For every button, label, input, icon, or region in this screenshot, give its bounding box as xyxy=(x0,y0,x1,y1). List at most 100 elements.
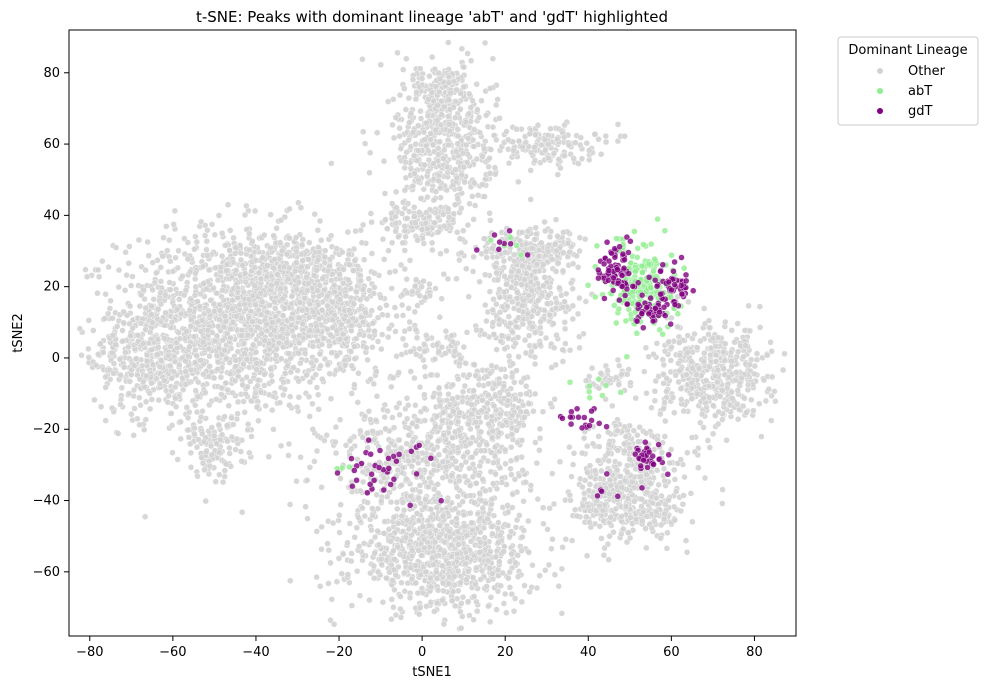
point-other xyxy=(241,409,248,416)
point-other xyxy=(293,403,301,411)
point-other xyxy=(487,548,494,555)
point-other xyxy=(234,398,242,406)
point-other xyxy=(122,349,129,356)
point-other xyxy=(120,319,127,326)
point-other xyxy=(381,518,388,525)
point-other xyxy=(410,152,418,160)
point-other xyxy=(327,232,335,239)
point-other xyxy=(540,520,547,527)
point-other xyxy=(337,501,344,508)
point-other xyxy=(407,165,415,172)
point-other xyxy=(191,275,199,283)
point-other xyxy=(371,328,378,335)
point-other xyxy=(374,527,381,535)
point-other xyxy=(363,344,370,352)
point-other xyxy=(465,568,472,575)
point-other xyxy=(179,386,187,393)
point-other xyxy=(124,343,132,351)
point-other xyxy=(291,268,299,275)
point-other xyxy=(168,319,176,326)
point-other xyxy=(306,239,313,246)
point-other xyxy=(451,201,459,209)
point-other xyxy=(214,323,222,330)
point-other xyxy=(232,244,240,251)
point-other xyxy=(272,305,279,312)
point-other xyxy=(264,262,271,269)
point-other xyxy=(446,106,454,113)
point-other xyxy=(467,509,474,517)
point-other xyxy=(508,431,516,438)
point-other xyxy=(205,266,213,274)
point-other xyxy=(263,356,270,363)
point-other xyxy=(489,427,496,435)
point-other xyxy=(252,301,259,309)
point-other xyxy=(441,103,448,111)
point-other xyxy=(246,230,253,237)
point-other xyxy=(429,141,437,148)
point-other xyxy=(385,526,393,533)
point-other xyxy=(446,401,454,408)
point-other xyxy=(370,575,378,582)
point-other xyxy=(379,311,386,318)
point-other xyxy=(508,373,516,381)
point-other xyxy=(192,283,200,291)
point-other xyxy=(286,234,293,242)
point-other xyxy=(377,294,384,301)
point-other xyxy=(466,465,473,472)
point-other xyxy=(493,606,500,613)
point-other xyxy=(462,118,469,126)
point-other xyxy=(314,327,321,334)
point-other xyxy=(321,286,328,294)
point-other xyxy=(341,362,349,369)
point-other xyxy=(419,449,426,457)
point-other xyxy=(193,319,201,326)
point-other xyxy=(311,210,318,218)
point-other xyxy=(389,414,396,421)
point-other xyxy=(456,477,463,485)
point-other xyxy=(313,384,321,391)
point-other xyxy=(326,370,333,377)
point-other xyxy=(285,452,292,459)
point-other xyxy=(427,130,434,137)
point-other xyxy=(184,255,192,263)
point-other xyxy=(504,509,512,516)
point-other xyxy=(526,588,533,596)
point-other xyxy=(500,548,507,555)
point-other xyxy=(208,368,216,376)
point-other xyxy=(508,550,515,557)
point-other xyxy=(507,465,514,472)
point-other xyxy=(97,340,104,347)
point-other xyxy=(490,480,497,487)
point-other xyxy=(316,350,324,358)
point-other xyxy=(348,557,355,565)
point-other xyxy=(230,421,237,428)
point-other xyxy=(418,75,426,82)
point-other xyxy=(331,281,338,289)
point-other xyxy=(123,272,130,279)
point-other xyxy=(357,296,364,303)
point-other xyxy=(285,350,292,357)
point-other xyxy=(214,276,222,284)
point-other xyxy=(225,402,232,409)
point-other xyxy=(314,226,321,234)
point-other xyxy=(174,264,182,272)
point-other xyxy=(160,335,168,342)
point-other xyxy=(529,562,536,569)
point-other xyxy=(435,451,443,458)
point-other xyxy=(397,605,404,613)
point-other xyxy=(226,450,233,457)
point-other xyxy=(149,361,157,368)
point-other xyxy=(166,236,173,244)
point-other xyxy=(351,343,358,350)
point-other xyxy=(226,247,233,254)
point-other xyxy=(152,269,160,277)
point-other xyxy=(409,182,417,190)
point-other xyxy=(441,549,448,556)
point-other xyxy=(208,451,216,458)
point-other xyxy=(439,474,446,481)
point-other xyxy=(417,571,424,578)
point-other xyxy=(249,237,256,245)
point-other xyxy=(299,307,306,314)
point-other xyxy=(170,368,178,375)
point-other xyxy=(378,345,385,353)
